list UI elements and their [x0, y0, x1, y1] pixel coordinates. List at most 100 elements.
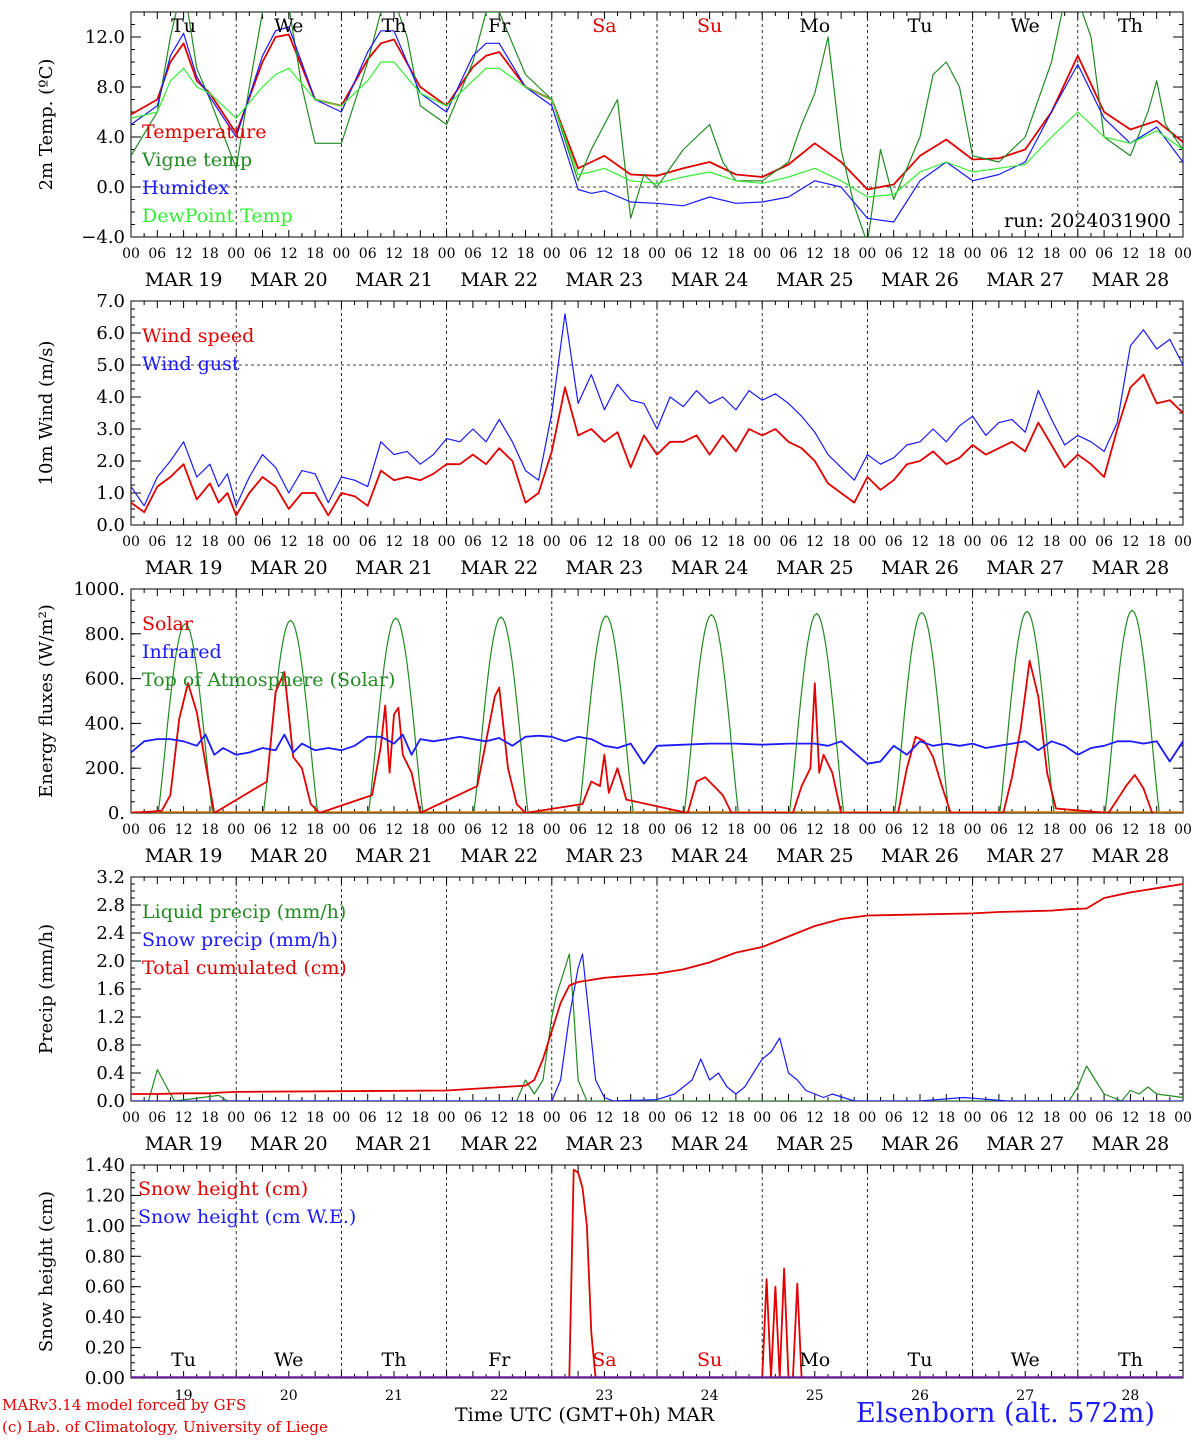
hour-tick-label: 18 — [201, 1110, 219, 1126]
hour-tick-label: 18 — [411, 246, 429, 262]
date-label: MAR 24 — [671, 845, 749, 867]
weekday-label: Fr — [488, 1349, 511, 1371]
y-tick-label: 0.4 — [96, 1063, 125, 1084]
hour-tick-label: 00 — [964, 822, 982, 838]
series-line-infrared — [131, 733, 1183, 765]
hour-tick-label: 06 — [359, 534, 377, 550]
weekday-label: Sa — [592, 15, 616, 37]
date-label: MAR 25 — [776, 557, 854, 579]
series-line-wind-gust — [131, 313, 1183, 507]
hour-tick-label: 00 — [332, 1110, 350, 1126]
hour-tick-label: 18 — [1043, 246, 1061, 262]
day-number-label: 20 — [280, 1388, 298, 1404]
y-tick-label: 2.8 — [96, 895, 125, 916]
y-tick-label: 7.0 — [96, 291, 125, 312]
y-tick-label: 0.0 — [96, 177, 125, 198]
hour-tick-label: 18 — [937, 534, 955, 550]
y-tick-label: 1.20 — [85, 1185, 125, 1206]
hour-tick-label: 06 — [464, 534, 482, 550]
y-tick-label: 2.0 — [96, 951, 125, 972]
weekday-label: Th — [382, 1349, 407, 1371]
date-label: MAR 28 — [1092, 845, 1170, 867]
hour-tick-label: 12 — [595, 1110, 613, 1126]
hour-tick-label: 06 — [148, 534, 166, 550]
hour-tick-label: 00 — [753, 822, 771, 838]
hour-tick-label: 06 — [990, 534, 1008, 550]
date-label: MAR 19 — [145, 557, 223, 579]
hour-tick-label: 18 — [727, 246, 745, 262]
hour-tick-label: 06 — [780, 534, 798, 550]
series-line-wind-speed — [131, 373, 1183, 517]
hour-tick-label: 12 — [911, 534, 929, 550]
hour-tick-label: 06 — [464, 246, 482, 262]
hour-tick-label: 18 — [832, 246, 850, 262]
hour-tick-label: 18 — [411, 534, 429, 550]
hour-tick-label: 00 — [648, 1110, 666, 1126]
hour-tick-label: 00 — [1174, 1110, 1192, 1126]
hour-tick-label: 06 — [674, 1110, 692, 1126]
hour-tick-label: 06 — [359, 246, 377, 262]
hour-tick-label: 12 — [806, 1110, 824, 1126]
hour-tick-label: 06 — [780, 822, 798, 838]
hour-tick-label: 12 — [701, 1110, 719, 1126]
hour-tick-label: 12 — [806, 822, 824, 838]
date-label: MAR 27 — [986, 845, 1064, 867]
hour-tick-label: 12 — [280, 1110, 298, 1126]
hour-tick-label: 18 — [1148, 246, 1166, 262]
station-name: Elsenborn (alt. 572m) — [856, 1398, 1155, 1429]
legend-entry: Wind speed — [142, 325, 254, 347]
series-line-liquid-precip-mm-h- — [131, 953, 1183, 1101]
y-axis-label: Snow height (cm) — [36, 1191, 57, 1352]
hour-tick-label: 12 — [1121, 246, 1139, 262]
hour-tick-label: 06 — [148, 822, 166, 838]
hour-tick-label: 12 — [175, 1110, 193, 1126]
day-number-label: 24 — [701, 1388, 719, 1404]
date-label: MAR 19 — [145, 845, 223, 867]
hour-tick-label: 00 — [227, 534, 245, 550]
hour-tick-label: 12 — [1121, 534, 1139, 550]
hour-tick-label: 18 — [306, 1110, 324, 1126]
hour-tick-label: 00 — [964, 1110, 982, 1126]
hour-tick-label: 12 — [1016, 246, 1034, 262]
series-line-dewpoint-temp — [131, 61, 1183, 198]
toa-solar-line — [156, 609, 1162, 813]
date-label: MAR 22 — [460, 557, 538, 579]
weekday-label: Su — [697, 1349, 722, 1371]
hour-tick-label: 06 — [569, 1110, 587, 1126]
hour-tick-label: 12 — [911, 822, 929, 838]
hour-tick-label: 00 — [332, 534, 350, 550]
hour-tick-label: 00 — [1069, 1110, 1087, 1126]
y-tick-label: 1.2 — [96, 1007, 125, 1028]
y-tick-label: 800. — [85, 624, 125, 645]
series-line-humidex — [131, 26, 1183, 223]
hour-tick-label: 06 — [674, 822, 692, 838]
hour-tick-label: 12 — [806, 246, 824, 262]
hour-tick-label: 00 — [753, 246, 771, 262]
date-label: MAR 22 — [460, 1133, 538, 1155]
hour-tick-label: 18 — [1043, 822, 1061, 838]
series-line-solar — [131, 659, 1154, 813]
hour-tick-label: 12 — [1121, 822, 1139, 838]
date-label: MAR 24 — [671, 557, 749, 579]
y-axis-label: 2m Temp. (ºC) — [36, 59, 57, 191]
hour-tick-label: 00 — [753, 1110, 771, 1126]
hour-tick-label: 18 — [517, 1110, 535, 1126]
hour-tick-label: 12 — [490, 1110, 508, 1126]
hour-tick-label: 00 — [227, 822, 245, 838]
hour-tick-label: 06 — [359, 822, 377, 838]
date-label: MAR 28 — [1092, 1133, 1170, 1155]
date-label: MAR 19 — [145, 1133, 223, 1155]
hour-tick-label: 00 — [858, 822, 876, 838]
hour-tick-label: 12 — [1121, 1110, 1139, 1126]
hour-tick-label: 06 — [885, 1110, 903, 1126]
hour-tick-label: 00 — [227, 1110, 245, 1126]
hour-tick-label: 18 — [201, 822, 219, 838]
legend-entry: Snow precip (mm/h) — [142, 929, 338, 951]
weekday-label: Th — [1118, 1349, 1143, 1371]
hour-tick-label: 12 — [175, 822, 193, 838]
y-tick-label: 1.6 — [96, 979, 125, 1000]
hour-tick-label: 12 — [385, 534, 403, 550]
date-label: MAR 20 — [250, 557, 328, 579]
date-label: MAR 24 — [671, 269, 749, 291]
date-label: MAR 26 — [881, 845, 959, 867]
